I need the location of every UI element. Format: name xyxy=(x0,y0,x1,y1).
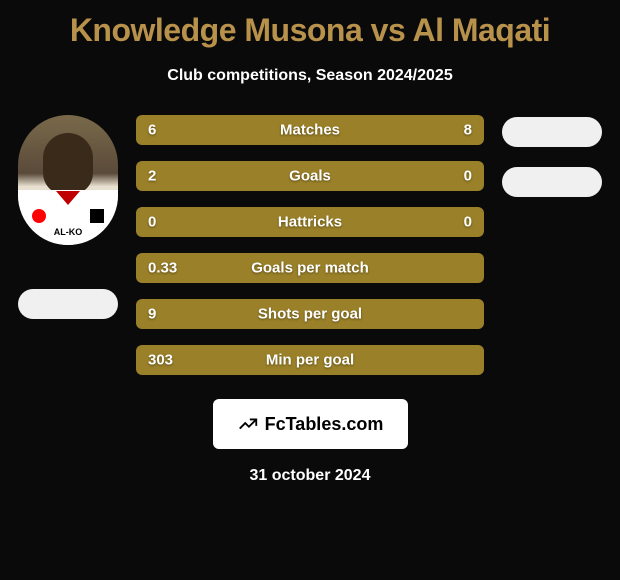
stat-left-value: 0 xyxy=(148,214,156,231)
footer-badge[interactable]: FcTables.com xyxy=(213,399,408,449)
bar-right xyxy=(481,345,484,375)
footer-badge-text: FcTables.com xyxy=(265,414,384,435)
player-right-column xyxy=(492,115,612,391)
bar-left xyxy=(136,115,285,145)
stat-right-value: 8 xyxy=(464,122,472,139)
stat-label: Shots per goal xyxy=(258,306,362,323)
content-row: AL-KO 6 Matches 8 2 Goals 0 0 xyxy=(0,115,620,391)
stat-row-goals: 2 Goals 0 xyxy=(136,161,484,191)
player-left-avatar: AL-KO xyxy=(18,115,118,245)
stat-row-shots-per-goal: 9 Shots per goal xyxy=(136,299,484,329)
stat-left-value: 303 xyxy=(148,352,173,369)
date-text: 31 october 2024 xyxy=(0,467,620,485)
stat-row-hattricks: 0 Hattricks 0 xyxy=(136,207,484,237)
player-left-column: AL-KO xyxy=(8,115,128,391)
bar-right xyxy=(481,253,484,283)
player-left-flag-badge xyxy=(18,289,118,319)
bar-right xyxy=(421,161,484,191)
bar-right xyxy=(481,299,484,329)
stat-row-goals-per-match: 0.33 Goals per match xyxy=(136,253,484,283)
player-right-flag-badge-2 xyxy=(502,167,602,197)
stat-left-value: 6 xyxy=(148,122,156,139)
stats-column: 6 Matches 8 2 Goals 0 0 Hattricks 0 xyxy=(128,115,492,391)
stat-label: Goals xyxy=(289,168,331,185)
stat-left-value: 2 xyxy=(148,168,156,185)
stat-label: Matches xyxy=(280,122,340,139)
page-title: Knowledge Musona vs Al Maqati xyxy=(0,12,620,49)
stat-label: Hattricks xyxy=(278,214,342,231)
stat-left-value: 0.33 xyxy=(148,260,177,277)
stat-label: Min per goal xyxy=(266,352,354,369)
comparison-card: Knowledge Musona vs Al Maqati Club compe… xyxy=(0,0,620,580)
stat-label: Goals per match xyxy=(251,260,369,277)
stat-right-value: 0 xyxy=(464,214,472,231)
player-right-flag-badge-1 xyxy=(502,117,602,147)
stat-row-matches: 6 Matches 8 xyxy=(136,115,484,145)
page-subtitle: Club competitions, Season 2024/2025 xyxy=(0,67,620,85)
bar-left xyxy=(136,161,421,191)
stat-right-value: 0 xyxy=(464,168,472,185)
stat-left-value: 9 xyxy=(148,306,156,323)
bar-right xyxy=(474,207,484,237)
fctables-logo-icon xyxy=(237,413,259,435)
stat-row-min-per-goal: 303 Min per goal xyxy=(136,345,484,375)
